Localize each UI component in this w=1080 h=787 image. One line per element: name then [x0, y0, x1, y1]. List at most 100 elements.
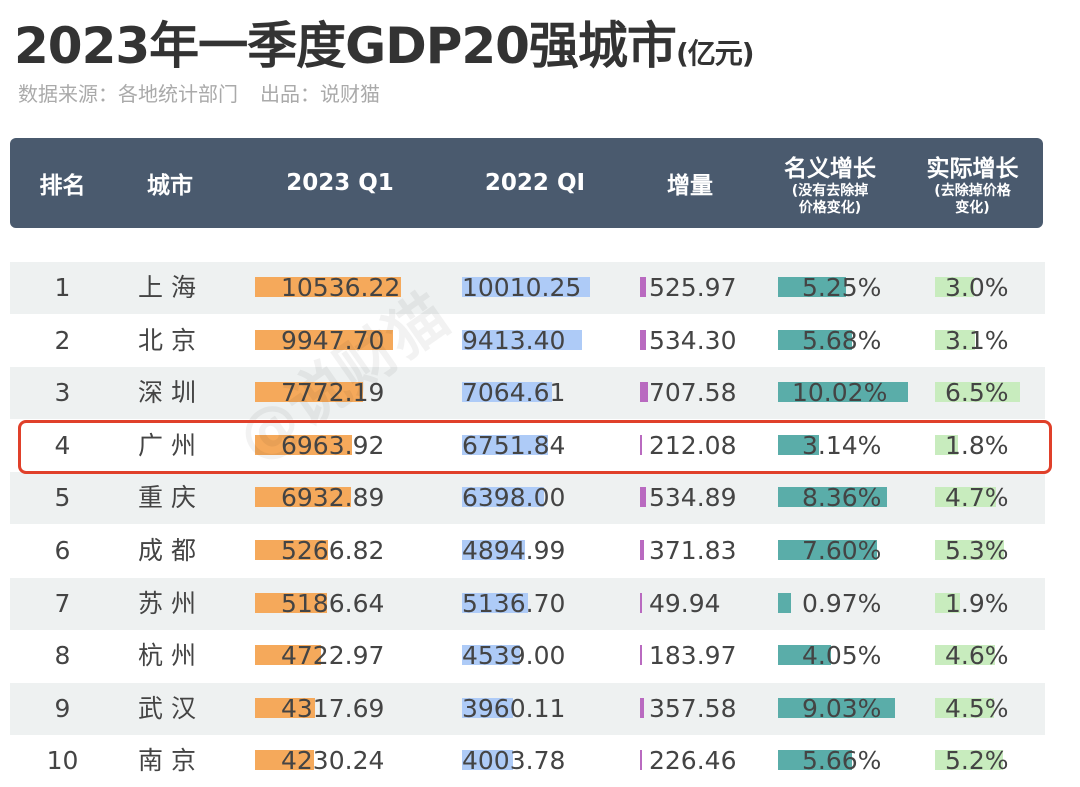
q1-2022-value: 4003.78: [462, 746, 566, 776]
q1-2023-bar: [255, 645, 321, 666]
q1-2022-value: 6398.00: [462, 483, 566, 513]
rank-cell: 5: [54, 483, 71, 513]
increment-bar: [640, 487, 646, 508]
real-bar: [935, 645, 995, 666]
city-cell: 广 州: [138, 430, 196, 460]
city-cell: 南 京: [138, 746, 196, 776]
q1-2022-bar: [462, 487, 544, 508]
q1-2022-value: 10010.25: [462, 273, 582, 302]
q1-2023-bar: [255, 487, 352, 508]
nominal-value: 5.68%: [802, 325, 882, 355]
header-nominal: 名义增长 (没有去除掉价格变化): [784, 156, 876, 216]
q1-2022-value: 5136.70: [462, 588, 566, 618]
q1-2023-value: 10536.22: [281, 273, 401, 302]
city-cell: 深 圳: [138, 378, 196, 408]
increment-bar: [640, 750, 643, 771]
nominal-bar: [778, 750, 852, 771]
q1-2023-bar: [255, 434, 352, 455]
table-header: 排名 城市 2023 Q1 2022 QI 增量 名义增长 (没有去除掉价格变化)…: [10, 138, 1043, 228]
table-row: 9 武 汉 4317.69 3960.11 357.58 9.03% 4.5%: [10, 682, 1045, 735]
table-row: 10 南 京 4230.24 4003.78 226.46 5.66% 5.2%: [10, 735, 1045, 787]
rank-cell: 6: [54, 536, 71, 565]
increment-bar: [640, 592, 642, 613]
rank-cell: 10: [46, 746, 79, 776]
city-cell: 重 庆: [138, 483, 196, 513]
real-value: 4.6%: [945, 641, 1009, 671]
real-value: 5.2%: [945, 746, 1009, 776]
nominal-value: 9.03%: [802, 693, 882, 723]
nominal-value: 7.60%: [802, 536, 882, 565]
q1-2023-value: 4230.24: [281, 746, 385, 776]
real-value: 4.5%: [945, 693, 1009, 723]
increment-value: 534.89: [649, 483, 737, 513]
real-bar: [935, 329, 976, 350]
rank-cell: 1: [54, 273, 71, 302]
increment-bar: [640, 540, 645, 560]
nominal-bar: [778, 645, 831, 666]
real-value: 1.8%: [945, 430, 1009, 460]
table-row: 8 杭 州 4722.97 4539.00 183.97 4.05% 4.6%: [10, 630, 1045, 682]
table-row: 4 广 州 6963.92 6751.84 212.08 3.14% 1.8%: [10, 420, 1045, 472]
real-value: 1.9%: [945, 588, 1009, 618]
real-bar: [935, 277, 974, 297]
nominal-bar: [778, 434, 819, 455]
q1-2022-value: 7064.61: [462, 378, 566, 408]
highlight-box: [18, 420, 1052, 474]
title-text: 2023年一季度GDP20强城市: [14, 17, 677, 75]
city-cell: 武 汉: [138, 693, 196, 723]
nominal-bar: [778, 697, 896, 718]
increment-value: 49.94: [649, 588, 721, 618]
rank-cell: 4: [54, 430, 71, 460]
header-real: 实际增长 (去除掉价格变化): [926, 156, 1019, 216]
rank-cell: 7: [54, 588, 71, 618]
q1-2023-value: 5266.82: [281, 536, 385, 565]
q1-2023-value: 4722.97: [281, 641, 385, 671]
q1-2023-value: 9947.70: [281, 325, 385, 355]
real-value: 3.1%: [945, 325, 1009, 355]
nominal-value: 5.25%: [802, 273, 882, 302]
increment-value: 371.83: [649, 536, 737, 565]
q1-2022-value: 9413.40: [462, 325, 566, 355]
producer-text: 出品：说财猫: [260, 82, 380, 106]
title-unit: (亿元): [675, 37, 755, 70]
increment-bar: [640, 645, 643, 666]
header-rank: 排名: [39, 173, 86, 199]
q1-2023-bar: [255, 329, 394, 350]
increment-value: 212.08: [649, 430, 737, 460]
city-cell: 成 都: [138, 536, 196, 565]
q1-2023-value: 5186.64: [281, 588, 385, 618]
q1-2023-value: 7772.19: [281, 378, 385, 408]
table-row: 6 成 都 5266.82 4894.99 371.83 7.60% 5.3%: [10, 525, 1045, 577]
q1-2022-bar: [462, 329, 583, 350]
nominal-value: 8.36%: [802, 483, 882, 513]
q1-2023-bar: [255, 540, 329, 560]
increment-bar: [640, 697, 644, 718]
q1-2022-bar: [462, 645, 521, 666]
real-bar: [935, 592, 960, 613]
nominal-value: 0.97%: [802, 588, 882, 618]
q1-2022-bar: [462, 592, 528, 613]
table-row: 1 上 海 10536.22 10010.25 525.97 5.25% 3.0%: [10, 262, 1045, 314]
city-cell: 北 京: [138, 325, 196, 355]
increment-value: 357.58: [649, 693, 737, 723]
table-row: 3 深 圳 7772.19 7064.61 707.58 10.02% 6.5%: [10, 367, 1045, 420]
real-value: 3.0%: [945, 273, 1009, 302]
q1-2022-value: 3960.11: [462, 693, 566, 723]
q1-2023-value: 6963.92: [281, 430, 385, 460]
subtitle: 数据来源：各地统计部门 出品：说财猫: [18, 78, 402, 107]
real-value: 5.3%: [945, 536, 1009, 565]
real-bar: [935, 487, 997, 508]
q1-2023-bar: [255, 750, 314, 771]
nominal-bar: [778, 487, 887, 508]
nominal-bar: [778, 540, 877, 560]
q1-2023-value: 6932.89: [281, 483, 385, 513]
q1-2023-bar: [255, 697, 316, 718]
nominal-bar: [778, 382, 909, 403]
q1-2023-bar: [255, 382, 364, 403]
nominal-bar: [778, 329, 852, 350]
source-text: 数据来源：各地统计部门: [18, 82, 238, 106]
q1-2022-bar: [462, 277, 591, 297]
real-bar: [935, 750, 1003, 771]
q1-2022-value: 4894.99: [462, 536, 566, 565]
q1-2023-bar: [255, 592, 328, 613]
